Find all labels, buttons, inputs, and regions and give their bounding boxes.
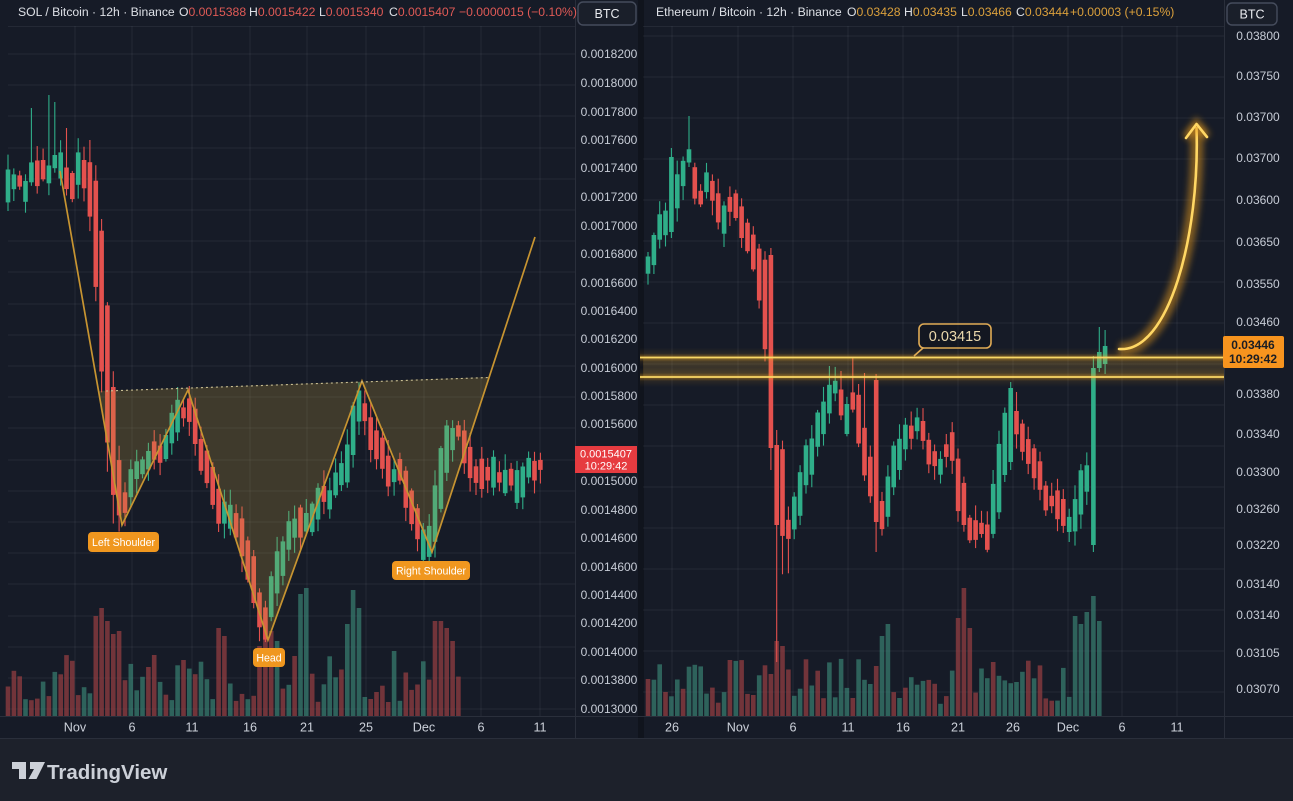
svg-text:0.0018200: 0.0018200 [581, 47, 638, 61]
svg-text:21: 21 [300, 721, 314, 735]
svg-text:6: 6 [789, 721, 796, 735]
svg-text:11: 11 [185, 721, 198, 735]
svg-text:0.0016000: 0.0016000 [581, 361, 638, 375]
svg-text:6: 6 [477, 721, 484, 735]
svg-text:0.0018000: 0.0018000 [581, 76, 638, 90]
svg-text:0.03105: 0.03105 [1236, 646, 1280, 660]
svg-text:0.0014600: 0.0014600 [581, 560, 638, 574]
svg-text:−0.0000015 (−0.10%): −0.0000015 (−0.10%) [459, 5, 577, 19]
svg-text:6: 6 [1118, 721, 1125, 735]
svg-text:BTC: BTC [595, 7, 620, 21]
svg-text:L0.03466: L0.03466 [961, 5, 1012, 19]
svg-text:0.03800: 0.03800 [1236, 29, 1280, 43]
svg-text:0.03070: 0.03070 [1236, 682, 1280, 696]
svg-text:0.0014000: 0.0014000 [581, 645, 638, 659]
svg-text:11: 11 [533, 721, 546, 735]
svg-text:H0.03435: H0.03435 [904, 5, 957, 19]
svg-text:6: 6 [128, 721, 135, 735]
svg-text:0.0015407: 0.0015407 [580, 449, 632, 461]
svg-text:Right Shoulder: Right Shoulder [396, 566, 467, 578]
svg-text:0.03415: 0.03415 [929, 329, 981, 345]
svg-text:+0.00003 (+0.15%): +0.00003 (+0.15%) [1070, 5, 1174, 19]
svg-text:0.03700: 0.03700 [1236, 151, 1280, 165]
svg-text:H0.0015422: H0.0015422 [249, 5, 316, 19]
svg-text:0.0017400: 0.0017400 [581, 161, 638, 175]
svg-text:0.0014800: 0.0014800 [581, 503, 638, 517]
svg-text:0.03300: 0.03300 [1236, 465, 1280, 479]
svg-text:0.0014400: 0.0014400 [581, 588, 638, 602]
svg-text:26: 26 [1006, 721, 1020, 735]
svg-text:0.0015600: 0.0015600 [581, 417, 638, 431]
svg-text:0.03140: 0.03140 [1236, 577, 1280, 591]
svg-text:21: 21 [951, 721, 965, 735]
svg-text:O0.03428: O0.03428 [847, 5, 901, 19]
svg-text:0.03140: 0.03140 [1236, 608, 1280, 622]
svg-text:SOL / Bitcoin · 12h · Binance: SOL / Bitcoin · 12h · Binance [18, 5, 175, 19]
svg-text:0.0013000: 0.0013000 [581, 702, 638, 716]
svg-text:0.0015000: 0.0015000 [581, 474, 638, 488]
svg-text:0.03340: 0.03340 [1236, 427, 1280, 441]
svg-text:0.0014600: 0.0014600 [581, 531, 638, 545]
svg-text:16: 16 [243, 721, 257, 735]
svg-text:0.0015800: 0.0015800 [581, 389, 638, 403]
svg-text:BTC: BTC [1240, 8, 1265, 22]
svg-text:0.03750: 0.03750 [1236, 69, 1280, 83]
svg-text:11: 11 [841, 721, 854, 735]
svg-text:26: 26 [665, 721, 679, 735]
svg-text:Nov: Nov [64, 721, 87, 735]
svg-text:C0.0015407: C0.0015407 [389, 5, 456, 19]
svg-text:0.0013800: 0.0013800 [581, 673, 638, 687]
svg-text:Head: Head [256, 653, 281, 665]
svg-text:Dec: Dec [413, 721, 435, 735]
svg-text:0.03446: 0.03446 [1231, 338, 1275, 352]
svg-text:L0.0015340: L0.0015340 [319, 5, 384, 19]
svg-text:Left Shoulder: Left Shoulder [92, 537, 155, 549]
svg-text:0.0016400: 0.0016400 [581, 304, 638, 318]
svg-text:11: 11 [1170, 721, 1183, 735]
svg-text:0.03700: 0.03700 [1236, 110, 1280, 124]
svg-text:Dec: Dec [1057, 721, 1079, 735]
svg-text:Ethereum / Bitcoin · 12h · Bin: Ethereum / Bitcoin · 12h · Binance [656, 5, 842, 19]
svg-text:0.03220: 0.03220 [1236, 538, 1280, 552]
svg-text:0.03550: 0.03550 [1236, 277, 1280, 291]
svg-text:0.03460: 0.03460 [1236, 315, 1280, 329]
svg-text:Nov: Nov [727, 721, 750, 735]
svg-text:0.0017200: 0.0017200 [581, 190, 638, 204]
svg-text:25: 25 [359, 721, 373, 735]
svg-text:0.0016600: 0.0016600 [581, 276, 638, 290]
svg-text:0.03650: 0.03650 [1236, 235, 1280, 249]
svg-text:0.0017000: 0.0017000 [581, 219, 638, 233]
svg-text:O0.0015388: O0.0015388 [179, 5, 246, 19]
svg-text:0.0017600: 0.0017600 [581, 133, 638, 147]
svg-text:0.0016200: 0.0016200 [581, 332, 638, 346]
svg-text:0.0017800: 0.0017800 [581, 105, 638, 119]
svg-text:0.0014200: 0.0014200 [581, 616, 638, 630]
svg-text:0.0016800: 0.0016800 [581, 247, 638, 261]
svg-text:TradingView: TradingView [47, 761, 167, 784]
svg-text:0.03600: 0.03600 [1236, 193, 1280, 207]
svg-text:16: 16 [896, 721, 910, 735]
svg-text:0.03380: 0.03380 [1236, 387, 1280, 401]
svg-text:10:29:42: 10:29:42 [1229, 352, 1277, 366]
svg-text:C0.03444: C0.03444 [1016, 5, 1069, 19]
svg-text:0.03260: 0.03260 [1236, 502, 1280, 516]
svg-text:10:29:42: 10:29:42 [585, 461, 628, 473]
